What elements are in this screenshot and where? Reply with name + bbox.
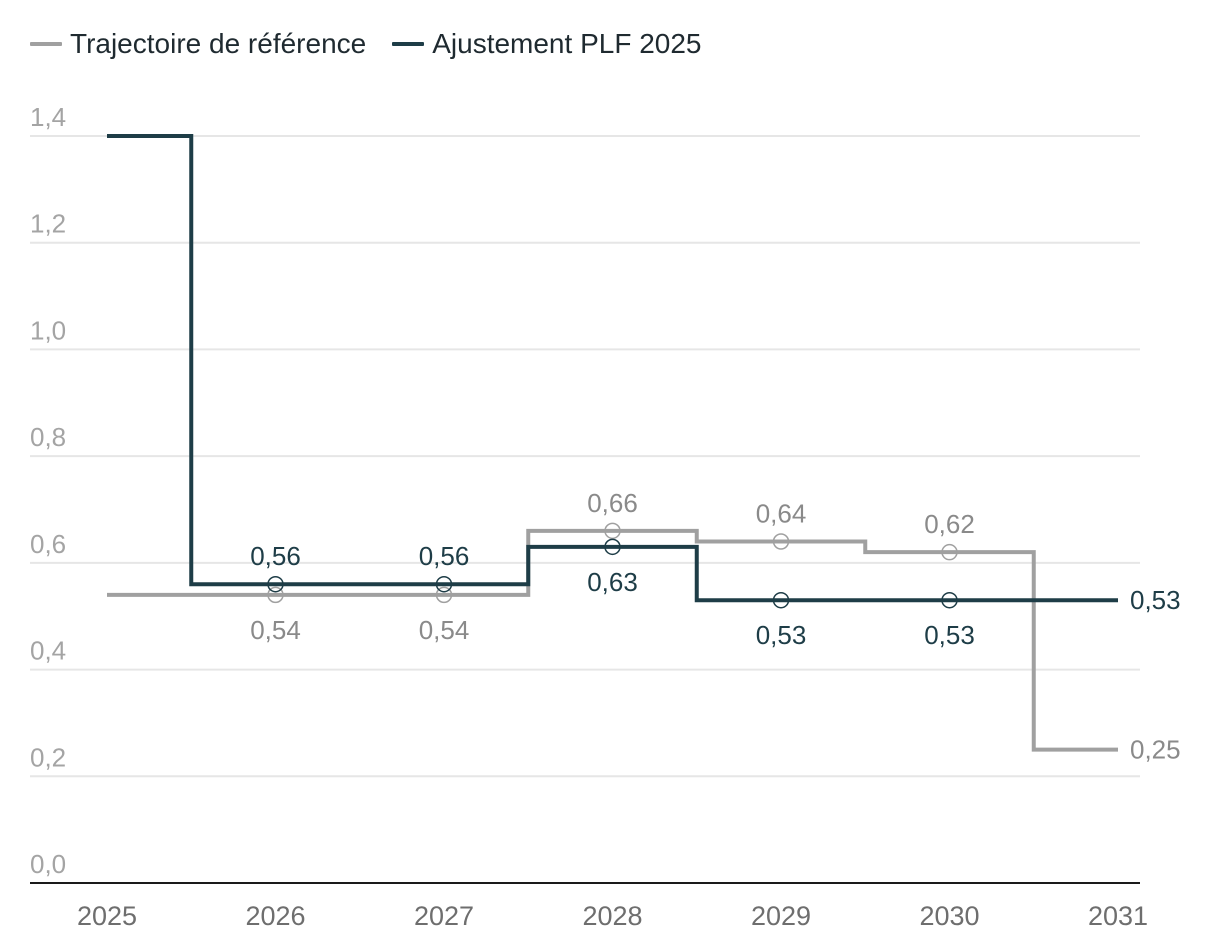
data-label-reference: 0,62 xyxy=(924,509,975,539)
x-tick-label: 2030 xyxy=(919,901,979,931)
x-tick-label: 2027 xyxy=(414,901,474,931)
legend-item-reference: Trajectoire de référence xyxy=(30,28,366,60)
data-point-adjustment xyxy=(604,538,621,556)
data-point-reference xyxy=(941,543,958,561)
data-point-reference xyxy=(604,522,621,540)
x-tick-label: 2029 xyxy=(751,901,811,931)
data-label-reference: 0,54 xyxy=(250,615,301,645)
legend-label-reference: Trajectoire de référence xyxy=(70,28,367,59)
data-point-reference xyxy=(435,586,453,604)
x-tick-label: 2028 xyxy=(582,901,642,931)
data-label-adjustment: 0,53 xyxy=(1130,585,1181,615)
data-label-reference: 0,66 xyxy=(587,488,638,518)
series-line-reference xyxy=(107,528,1118,752)
legend-swatch-adjustment xyxy=(392,42,425,46)
data-label-adjustment: 0,53 xyxy=(924,620,975,650)
data-point-reference xyxy=(267,586,284,604)
data-label-reference: 0,54 xyxy=(419,615,470,645)
data-point-adjustment xyxy=(772,591,790,609)
x-tick-label: 2031 xyxy=(1088,901,1148,931)
series-line-adjustment xyxy=(107,134,1118,603)
y-tick-label: 0,2 xyxy=(30,742,66,772)
y-tick-label: 1,0 xyxy=(30,315,66,345)
x-tick-label: 2025 xyxy=(77,901,137,931)
data-label-adjustment: 0,63 xyxy=(587,567,638,597)
legend-label-adjustment: Ajustement PLF 2025 xyxy=(432,28,702,59)
y-tick-label: 1,4 xyxy=(30,102,66,132)
y-tick-label: 0,0 xyxy=(30,849,66,879)
y-tick-label: 1,2 xyxy=(30,209,66,239)
x-tick-label: 2026 xyxy=(245,901,305,931)
chart-legend: Trajectoire de référence Ajustement PLF … xyxy=(30,28,702,60)
data-point-adjustment xyxy=(941,591,958,609)
legend-swatch-reference xyxy=(30,42,62,46)
data-point-adjustment xyxy=(267,575,284,593)
data-point-adjustment xyxy=(435,575,453,593)
y-tick-label: 0,6 xyxy=(30,529,66,559)
data-label-adjustment: 0,56 xyxy=(419,541,470,571)
y-tick-label: 0,8 xyxy=(30,422,66,452)
data-label-reference: 0,64 xyxy=(756,499,807,529)
data-label-adjustment: 0,56 xyxy=(250,541,301,571)
legend-item-adjustment: Ajustement PLF 2025 xyxy=(392,28,702,60)
data-point-reference xyxy=(772,533,790,550)
y-tick-label: 0,4 xyxy=(30,636,66,666)
data-label-adjustment: 0,53 xyxy=(756,620,807,650)
data-label-reference: 0,25 xyxy=(1130,735,1181,765)
